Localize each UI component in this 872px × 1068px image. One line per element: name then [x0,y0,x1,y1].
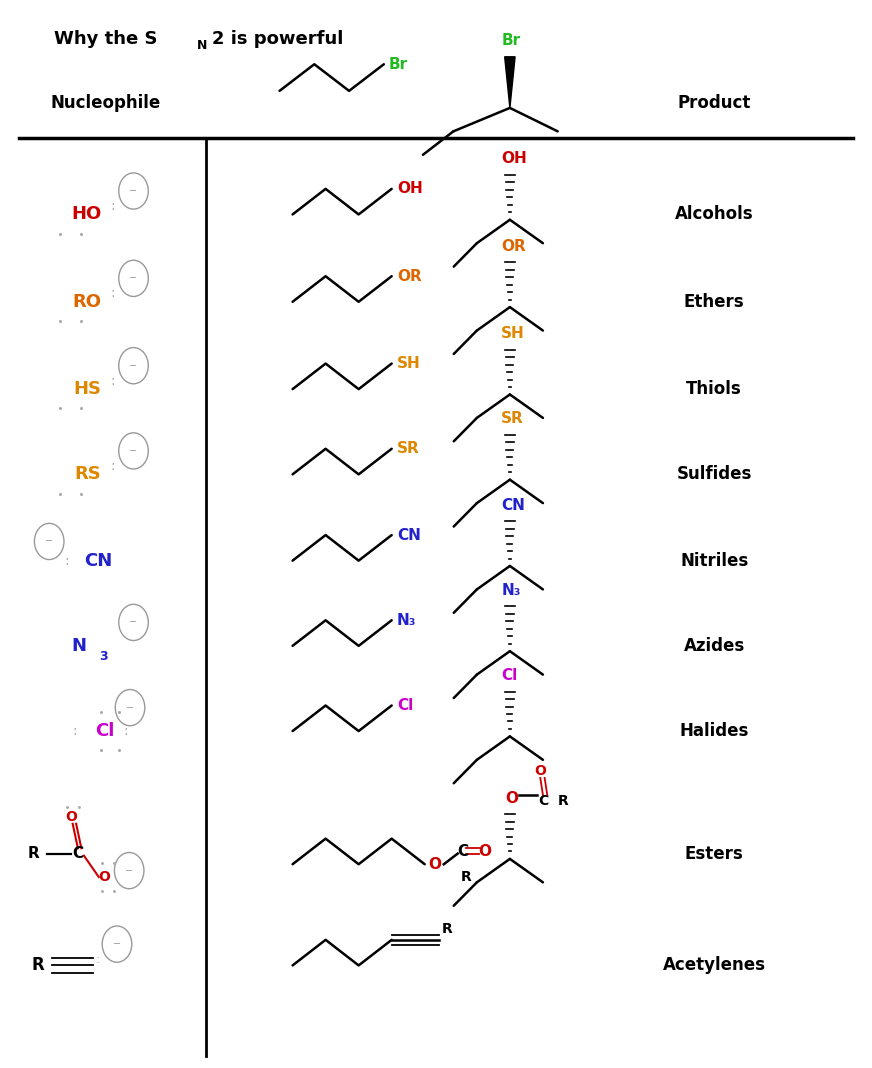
Text: OR: OR [397,269,422,284]
Text: Cl: Cl [95,722,114,740]
Text: Br: Br [388,57,407,72]
Text: −: − [129,273,138,283]
Text: −: − [125,865,133,876]
Text: Ethers: Ethers [684,293,745,311]
Text: RO: RO [72,293,101,311]
Text: Why the S: Why the S [53,30,157,48]
Text: Alcohols: Alcohols [675,205,753,223]
Text: C: C [458,844,469,859]
Text: O: O [99,870,111,884]
Text: Cl: Cl [397,698,413,713]
Text: −: − [126,703,134,712]
Text: :: : [110,199,114,213]
Text: RS: RS [75,466,101,484]
Text: O: O [479,844,492,859]
Text: O: O [428,857,441,871]
Text: R: R [460,869,471,883]
Text: O: O [506,790,519,805]
Text: SR: SR [397,441,419,456]
Text: −: − [113,939,121,949]
Text: R: R [27,846,39,861]
Text: OH: OH [501,152,527,167]
Text: R: R [31,957,44,974]
Text: N: N [71,637,86,655]
Text: Product: Product [678,94,751,111]
Text: Acetylenes: Acetylenes [663,957,766,974]
Text: Halides: Halides [679,722,749,740]
Text: Cl: Cl [501,669,517,684]
Text: :: : [123,724,127,738]
Text: N₃: N₃ [397,613,417,628]
Text: Nucleophile: Nucleophile [51,94,160,111]
Text: :: : [110,459,114,473]
Text: O: O [65,810,77,823]
Text: Thiols: Thiols [686,380,742,398]
Text: C: C [539,795,548,808]
Text: CN: CN [501,498,525,513]
Text: :: : [72,724,78,738]
Text: SR: SR [501,411,524,426]
Text: N: N [197,38,208,51]
Text: HO: HO [72,205,101,223]
Text: −: − [129,186,138,197]
Text: SH: SH [501,326,525,341]
Text: CN: CN [397,528,421,543]
Text: O: O [535,764,546,778]
Text: Sulfides: Sulfides [677,466,752,484]
Text: 3: 3 [99,650,107,663]
Text: R: R [442,922,453,937]
Text: :: : [110,286,114,300]
Text: N₃: N₃ [501,583,521,598]
Text: 2 is powerful: 2 is powerful [212,30,343,48]
Text: :: : [95,953,99,965]
Text: OR: OR [501,239,526,254]
Text: :: : [110,374,114,388]
Text: :: : [64,553,69,567]
Text: −: − [129,617,138,627]
Text: C: C [72,846,84,861]
Text: Esters: Esters [685,845,744,863]
Text: −: − [129,446,138,456]
Text: −: − [129,361,138,371]
Text: −: − [45,536,53,547]
Polygon shape [505,57,515,108]
Text: Br: Br [501,33,521,48]
Text: Azides: Azides [684,637,745,655]
Text: HS: HS [73,380,101,398]
Text: R: R [558,795,569,808]
Text: CN: CN [84,552,112,569]
Text: Nitriles: Nitriles [680,552,748,569]
Text: SH: SH [397,356,420,371]
Text: OH: OH [397,182,423,197]
